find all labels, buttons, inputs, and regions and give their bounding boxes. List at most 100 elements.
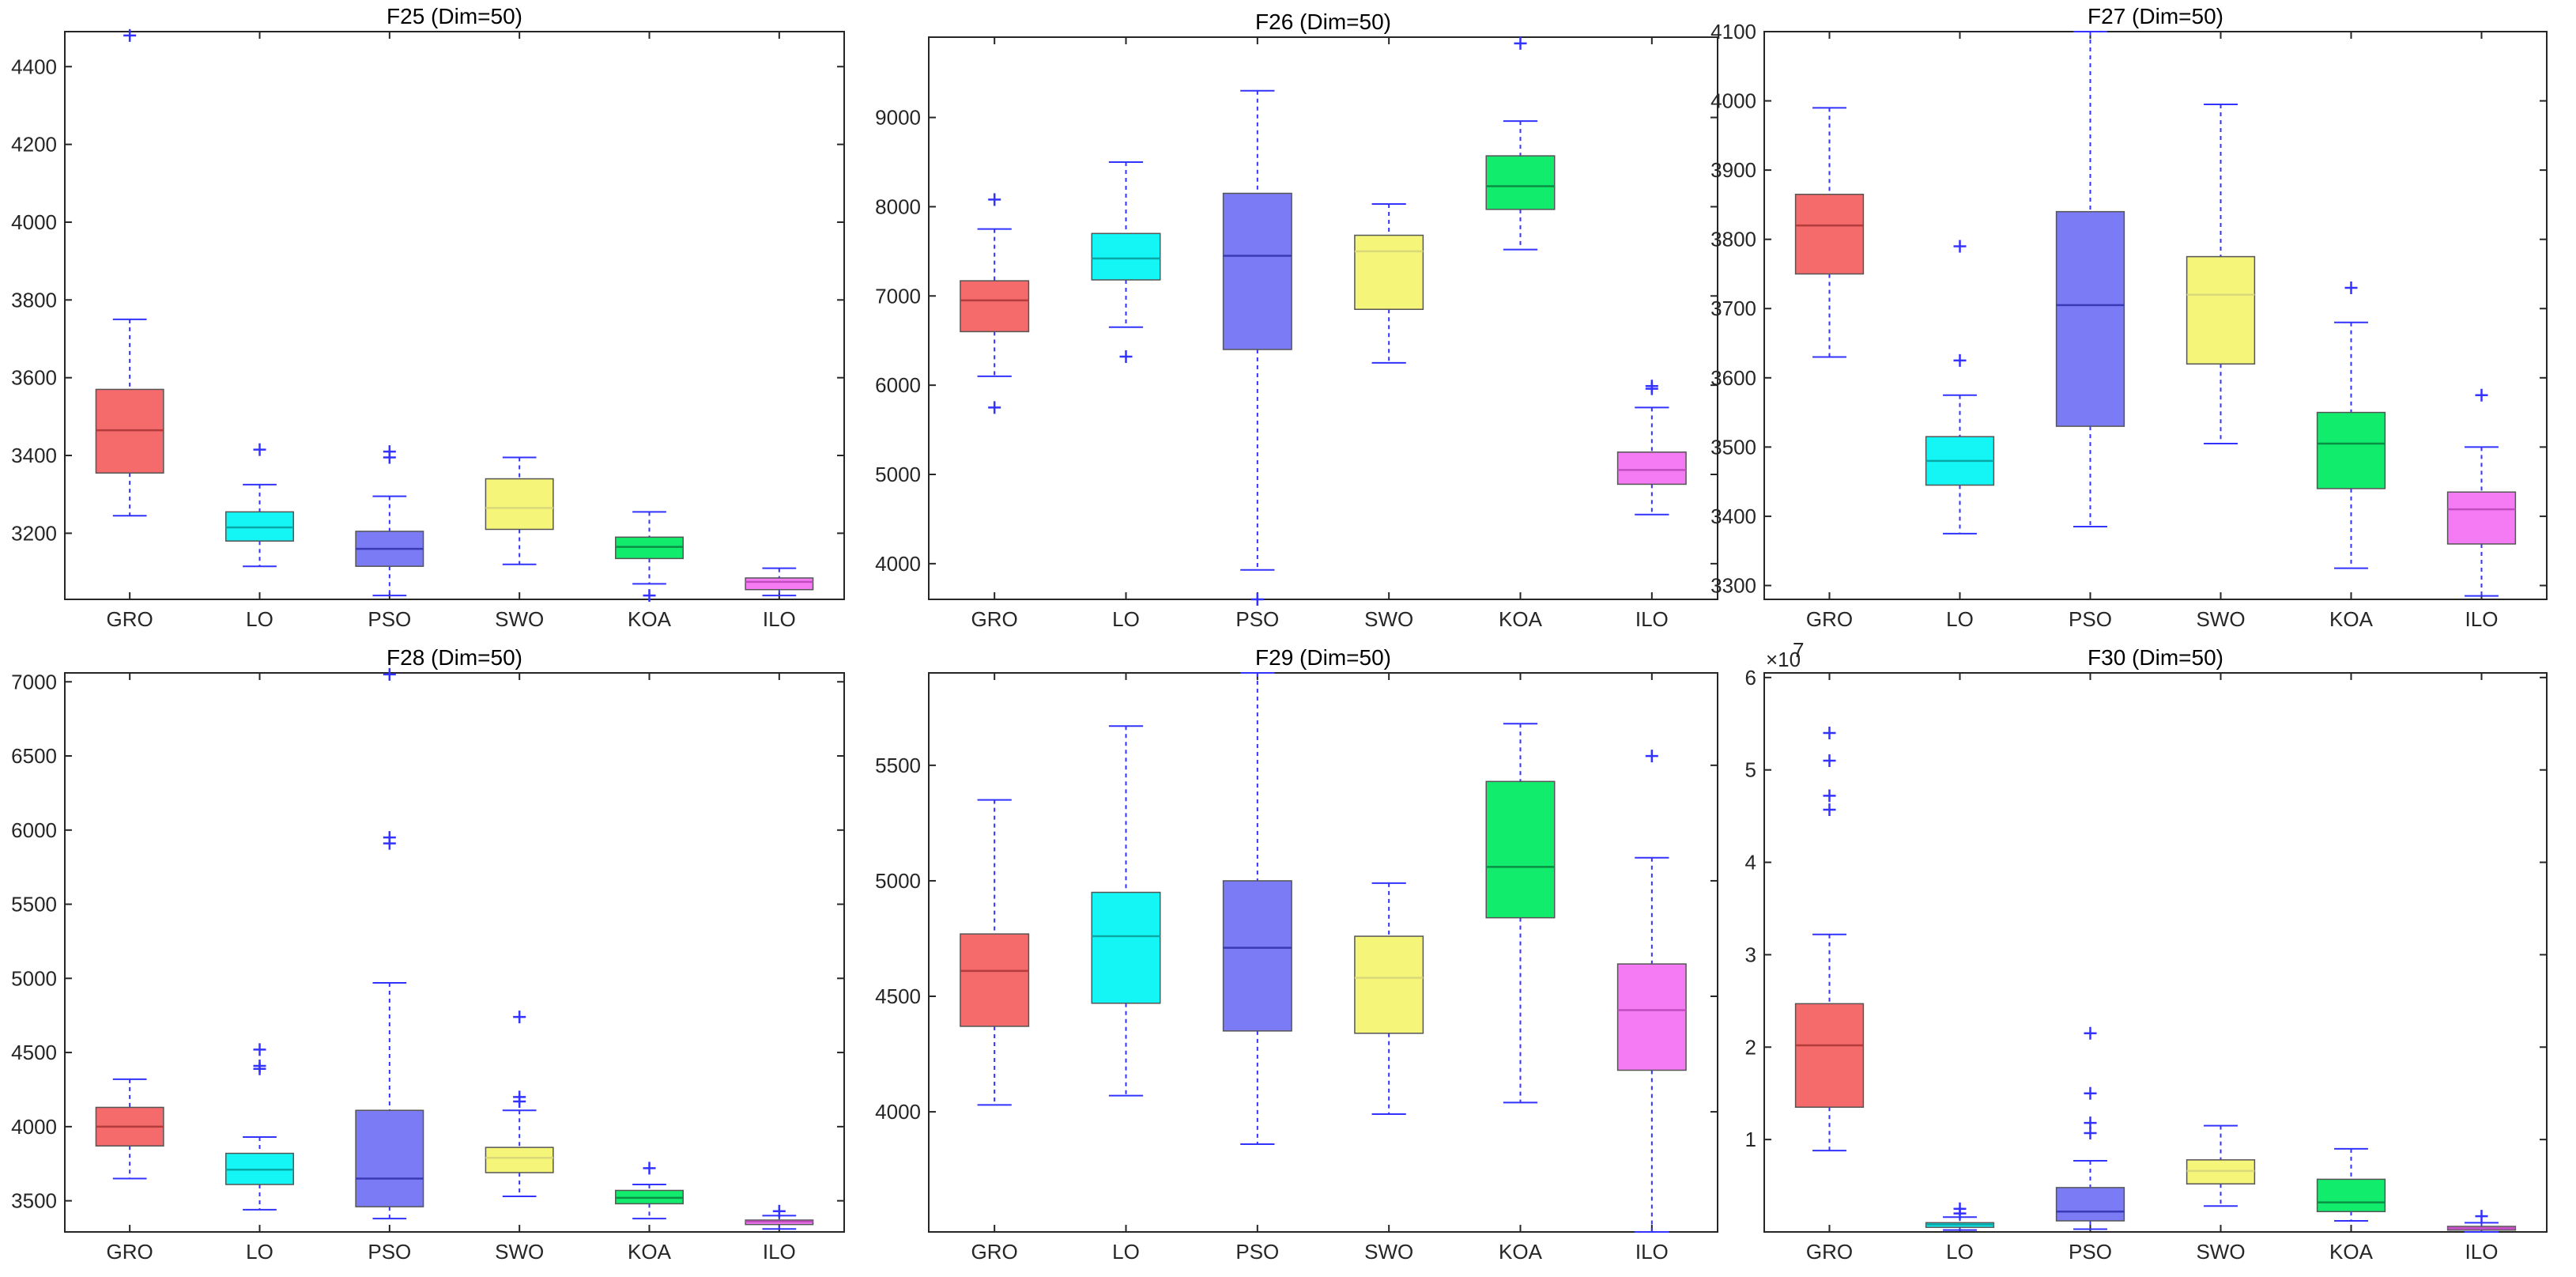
y-exponent-label: ×10	[1766, 648, 1801, 671]
y-tick-label: 6000	[11, 818, 57, 842]
y-tick-label: 3800	[11, 288, 57, 312]
axes-frame	[1763, 672, 2548, 1233]
chart-panel-4: F28 (Dim=50) 3500 4000 4500 5000 5500 6000 6500…	[11, 645, 845, 1264]
outlier-point	[1823, 726, 1836, 739]
outlier-point	[1119, 350, 1133, 364]
box-gro	[960, 193, 1030, 414]
x-tick-label-lo: LO	[246, 607, 273, 631]
y-tick-label: 3500	[1710, 435, 1756, 459]
x-tick-label-ilo: ILO	[1635, 1240, 1669, 1264]
box-gro	[1794, 726, 1865, 1152]
y-tick-label: 4200	[11, 133, 57, 157]
box-gro	[1794, 107, 1865, 358]
y-tick-label: 9000	[875, 106, 921, 130]
chart-title: F28 (Dim=50)	[387, 645, 522, 670]
x-tick-label-lo: LO	[1946, 1240, 1974, 1264]
box-swo	[2186, 103, 2256, 444]
x-tick-label-swo: SWO	[2196, 1240, 2245, 1264]
box-ilo	[745, 567, 814, 597]
x-tick-label-ilo: ILO	[763, 607, 796, 631]
axes-frame	[64, 672, 845, 1233]
outlier-point	[123, 28, 137, 42]
y-tick-label: 7000	[11, 670, 57, 693]
x-tick-label-gro: GRO	[1806, 607, 1853, 631]
y-tick-label: 8000	[875, 195, 921, 218]
y-tick-label: 3900	[1710, 158, 1756, 182]
iqr-box	[2055, 210, 2125, 427]
iqr-box	[2186, 255, 2256, 365]
outlier-point	[253, 443, 266, 456]
outlier-point	[1953, 1202, 1967, 1215]
outlier-point	[772, 1204, 786, 1218]
iqr-box	[2316, 1178, 2386, 1213]
iqr-box	[1616, 963, 1687, 1071]
x-tick-label-lo: LO	[1112, 1240, 1140, 1264]
y-tick-label: 3600	[11, 366, 57, 390]
y-tick-label: 4500	[875, 984, 921, 1008]
x-tick-label-ilo: ILO	[1635, 607, 1669, 631]
box-ilo	[2446, 1210, 2517, 1233]
x-tick-label-swo: SWO	[2196, 607, 2245, 631]
chart-panel-1: F25 (Dim=50) 3200 3400 3600 3800 4000 4200 4400…	[11, 4, 845, 631]
y-tick-label: 3400	[11, 444, 57, 467]
iqr-box	[1091, 891, 1161, 1004]
y-tick-label: 3	[1745, 943, 1756, 966]
chart-title: F25 (Dim=50)	[387, 4, 522, 28]
y-tick-label: 5500	[11, 893, 57, 916]
chart-title: F26 (Dim=50)	[1255, 9, 1391, 34]
y-tick-label: 2	[1745, 1035, 1756, 1059]
y-tick-label: 5000	[875, 869, 921, 893]
iqr-box	[2055, 1187, 2125, 1222]
y-tick-label: 6	[1745, 666, 1756, 690]
x-tick-label-koa: KOA	[1499, 607, 1543, 631]
box-gro	[95, 28, 164, 517]
x-tick-label-ilo: ILO	[763, 1240, 796, 1264]
x-tick-label-gro: GRO	[107, 607, 153, 631]
iqr-box	[1485, 155, 1556, 210]
box-koa	[2316, 1147, 2386, 1222]
box-ilo	[2446, 388, 2517, 597]
box-koa	[1485, 36, 1556, 251]
box-ilo	[745, 1204, 814, 1230]
x-tick-label-koa: KOA	[628, 1240, 672, 1264]
chart-title: F27 (Dim=50)	[2088, 4, 2223, 28]
x-tick-label-pso: PSO	[2069, 1240, 2112, 1264]
outlier-point	[2084, 1086, 2097, 1100]
box-koa	[1485, 723, 1556, 1104]
outlier-point	[383, 831, 396, 844]
outlier-point	[2084, 1026, 2097, 1040]
x-tick-label-pso: PSO	[1235, 1240, 1279, 1264]
outlier-point	[988, 401, 1001, 414]
outlier-point	[2475, 388, 2488, 402]
y-tick-label: 3800	[1710, 228, 1756, 251]
box-koa	[615, 511, 684, 603]
x-tick-label-swo: SWO	[1364, 1240, 1413, 1264]
y-tick-label: 3600	[1710, 366, 1756, 390]
x-tick-label-pso: PSO	[368, 1240, 411, 1264]
y-tick-label: 4000	[11, 210, 57, 234]
x-tick-label-ilo: ILO	[2465, 1240, 2499, 1264]
x-tick-label-pso: PSO	[1235, 607, 1279, 631]
outlier-point	[1645, 750, 1658, 763]
x-tick-label-swo: SWO	[1364, 607, 1413, 631]
box-koa	[2316, 281, 2386, 569]
y-tick-label: 5000	[11, 966, 57, 990]
box-lo	[1925, 1202, 1995, 1231]
chart-title: F30 (Dim=50)	[2088, 645, 2223, 670]
box-lo	[1091, 161, 1161, 364]
box-pso	[2055, 31, 2125, 528]
x-tick-label-lo: LO	[1112, 607, 1140, 631]
x-tick-label-swo: SWO	[495, 1240, 544, 1264]
x-tick-label-koa: KOA	[628, 607, 672, 631]
x-tick-label-pso: PSO	[368, 607, 411, 631]
y-tick-label: 5	[1745, 758, 1756, 782]
axes-frame	[1763, 31, 2548, 600]
y-tick-label: 3700	[1710, 297, 1756, 320]
y-tick-label: 4000	[1710, 89, 1756, 113]
outlier-point	[2344, 281, 2358, 294]
outlier-point	[1823, 803, 1836, 816]
y-tick-label: 4500	[11, 1041, 57, 1064]
axes-frame	[928, 36, 1718, 600]
iqr-box	[745, 577, 814, 591]
box-lo	[225, 1043, 294, 1211]
